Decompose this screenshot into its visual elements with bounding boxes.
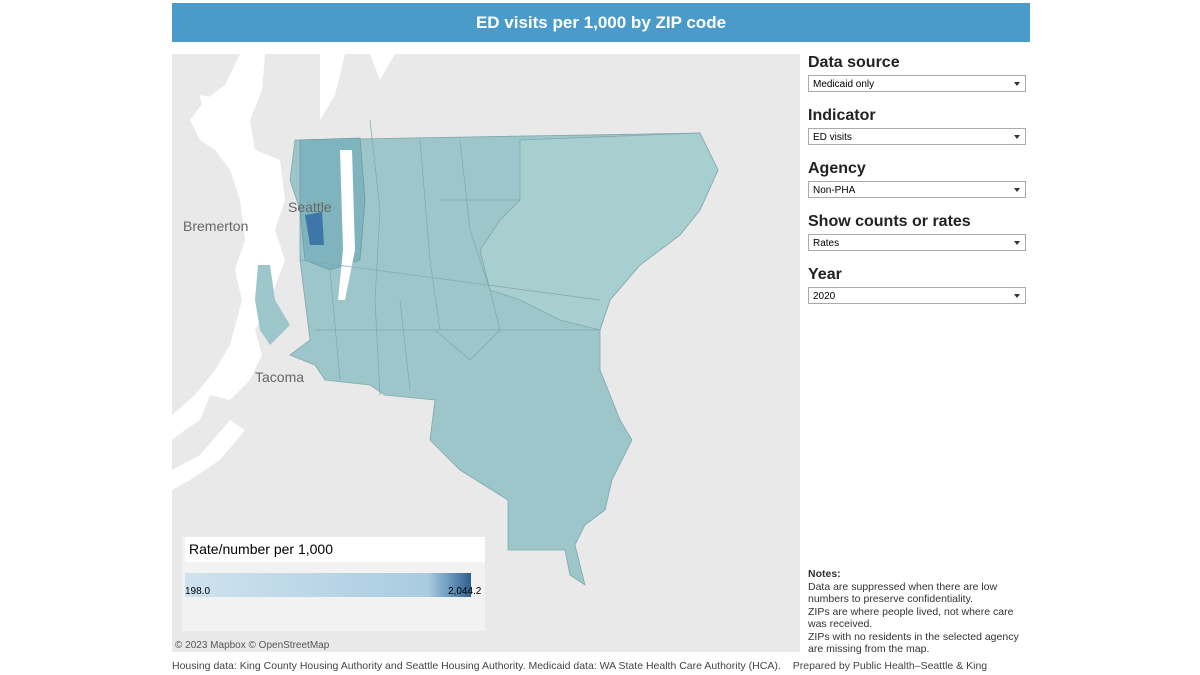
filter-label: Show counts or rates <box>808 213 971 230</box>
zip-boundaries <box>299 119 601 396</box>
footer-sources: Housing data: King County Housing Author… <box>172 660 781 672</box>
map-svg: Bremerton Tacoma Seattle © 2023 Mapbox ©… <box>172 54 719 651</box>
filter: Agency Non-PHA <box>808 160 1030 198</box>
note: Data are suppressed when there are low n… <box>808 580 998 606</box>
place-label: Bremerton <box>183 218 248 234</box>
legend-min: 198.0 <box>185 586 211 597</box>
footer: Housing data: King County Housing Author… <box>172 660 987 672</box>
filter-label: Indicator <box>808 107 876 124</box>
legend-title: Rate/number per 1,000 <box>185 537 485 562</box>
filter-dropdown[interactable]: 2020 <box>808 287 1026 304</box>
filter-dropdown[interactable]: Medicaid only <box>808 75 1026 92</box>
filter-label: Data source <box>808 54 900 71</box>
legend: Rate/number per 1,000 198.0 2,044.2 <box>182 537 485 631</box>
filter-label: Agency <box>808 160 866 177</box>
legend-color-bar <box>185 573 471 597</box>
filter-dropdown[interactable]: Rates <box>808 234 1026 251</box>
filter: Data source Medicaid only <box>808 54 1030 92</box>
lake <box>338 150 355 300</box>
water <box>172 54 395 490</box>
legend-max: 2,044.2 <box>448 586 482 597</box>
place-label: Seattle <box>288 199 332 215</box>
map-attribution: © 2023 Mapbox © OpenStreetMap <box>175 640 330 651</box>
filter-dropdown[interactable]: Non-PHA <box>808 181 1026 198</box>
footer-credit: Prepared by Public Health–Seattle & King <box>792 660 988 672</box>
filter: Year 2020 <box>808 266 1030 304</box>
note: ZIPs with no residents in the selected a… <box>808 630 1019 656</box>
filter: Indicator ED visits <box>808 107 1030 145</box>
note: ZIPs are where people lived, not where c… <box>808 605 1014 631</box>
filter-label: Year <box>808 266 842 283</box>
dashboard-title: ED visits per 1,000 by ZIP code <box>172 3 1030 42</box>
notes-title: Notes: <box>808 568 841 580</box>
zip-region[interactable] <box>255 265 290 345</box>
filter: Show counts or rates Rates <box>808 213 1030 251</box>
place-label: Tacoma <box>255 369 304 385</box>
zip-region[interactable] <box>305 212 324 245</box>
notes: Notes: Data are suppressed when there ar… <box>808 568 1030 656</box>
filter-dropdown[interactable]: ED visits <box>808 128 1026 145</box>
